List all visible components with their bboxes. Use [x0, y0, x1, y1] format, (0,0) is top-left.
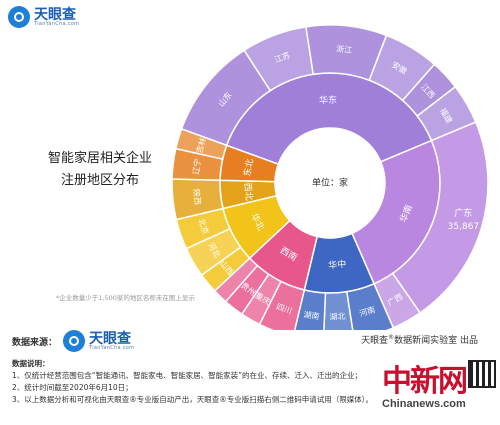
province-label: 湖北 — [329, 312, 345, 322]
region-label: 西北 — [242, 182, 255, 201]
eye-logo-icon — [8, 6, 30, 28]
region-label: 东北 — [241, 158, 256, 178]
chart-title-line-2: 注册地区分布 — [60, 173, 139, 188]
province-label: 吉林 — [194, 136, 208, 154]
eye-logo-icon — [63, 330, 86, 352]
note-item: 1、仅统计经营范围包含“智能通讯、智能家电、智能家居、智能家装”的在业、存续、迁… — [12, 371, 363, 380]
chart-title: 智能家居相关企业 注册地区分布 — [30, 148, 170, 192]
chart-title-line-1: 智能家居相关企业 — [47, 151, 152, 166]
notes-heading: 数据说明： — [12, 359, 50, 368]
source-brand-name: 天眼查 — [89, 330, 132, 347]
lab-credit-rest: 数据新闻实验室 出品 — [394, 336, 478, 346]
province-label: 辽宁 — [191, 158, 203, 175]
brand-domain: TianYanCha.com — [34, 20, 80, 27]
source-label: 数据来源： — [12, 337, 58, 348]
province-label: 湖南 — [303, 309, 320, 321]
note-item: 3、以上数据分析和可视化由天眼查®专业版自动产出，天眼查®专业版扫描右侧二维码申… — [12, 395, 374, 404]
registered-mark: ® — [388, 334, 395, 341]
lab-credit-brand: 天眼查 — [361, 336, 389, 346]
data-notes: 数据说明： 1、仅统计经营范围包含“智能通讯、智能家电、智能家居、智能家装”的在… — [12, 358, 392, 406]
region-label: 华东 — [319, 94, 337, 106]
qr-code-icon — [468, 360, 496, 388]
province-slice — [174, 127, 228, 160]
province-label: 北京 — [196, 217, 211, 235]
source-row: 数据来源： 天眼查 TianYanCha.com — [12, 330, 134, 352]
province-label: 广东 — [454, 207, 472, 219]
center-hole — [277, 130, 383, 236]
province-label: 陕西 — [191, 188, 203, 205]
lab-credit: 天眼查®数据新闻实验室 出品 — [361, 333, 478, 346]
region-label: 华中 — [328, 258, 347, 272]
source-logo: 天眼查 TianYanCha.com — [63, 330, 134, 352]
chinanews-url: Chinanews.com — [382, 398, 466, 410]
province-label: 浙江 — [336, 43, 353, 55]
source-brand-domain: TianYanCha.com — [89, 344, 135, 351]
chart-footnote: *企业数量少于1,500家的地区名称未在图上显示 — [56, 294, 195, 302]
chinanews-logo: 中新网 — [382, 364, 468, 399]
province-label: 河南 — [358, 304, 376, 318]
province-value-label: 35,867 — [448, 222, 480, 232]
brand-logo: 天眼查 TianYanCha.com — [8, 6, 79, 28]
brand-name: 天眼查 — [34, 6, 76, 23]
center-unit-label: 单位：家 — [312, 177, 348, 189]
note-item: 2、统计时间截至2020年6月10日； — [12, 383, 133, 392]
